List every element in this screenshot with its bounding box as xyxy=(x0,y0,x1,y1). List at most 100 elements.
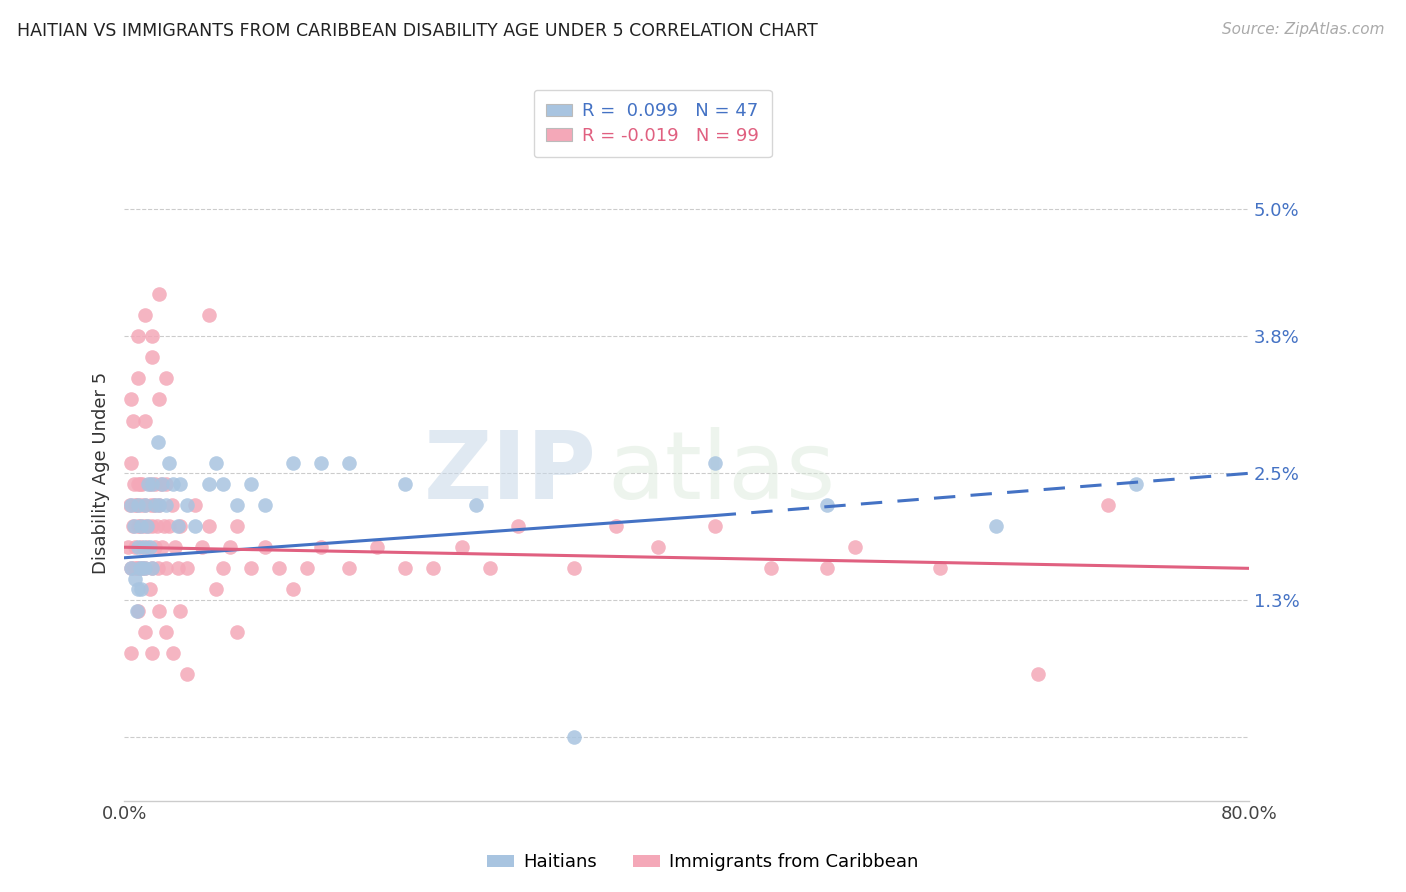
Point xyxy=(127,561,149,575)
Point xyxy=(148,498,170,512)
Point xyxy=(138,476,160,491)
Point xyxy=(155,371,177,385)
Point xyxy=(183,519,205,533)
Point xyxy=(141,350,163,364)
Point xyxy=(162,476,184,491)
Point xyxy=(131,476,153,491)
Point xyxy=(166,519,188,533)
Point xyxy=(149,476,172,491)
Point xyxy=(1097,498,1119,512)
Point xyxy=(131,561,153,575)
Point xyxy=(157,519,180,533)
Point xyxy=(155,498,177,512)
Point xyxy=(253,498,276,512)
Point xyxy=(148,392,170,407)
Point xyxy=(1125,476,1147,491)
Legend: R =  0.099   N = 47, R = -0.019   N = 99: R = 0.099 N = 47, R = -0.019 N = 99 xyxy=(534,89,772,157)
Point xyxy=(148,603,170,617)
Point xyxy=(155,624,177,639)
Point xyxy=(141,561,163,575)
Point xyxy=(815,561,838,575)
Point xyxy=(148,286,170,301)
Point xyxy=(239,561,262,575)
Point xyxy=(160,498,183,512)
Point xyxy=(225,498,247,512)
Point xyxy=(134,308,156,322)
Point xyxy=(127,582,149,597)
Point xyxy=(169,603,191,617)
Point xyxy=(127,476,149,491)
Point xyxy=(605,519,627,533)
Point xyxy=(422,561,444,575)
Point xyxy=(120,498,142,512)
Point xyxy=(844,540,866,554)
Point xyxy=(562,731,585,745)
Point xyxy=(129,519,152,533)
Point xyxy=(136,519,159,533)
Point xyxy=(120,646,142,660)
Point xyxy=(183,498,205,512)
Point xyxy=(117,540,139,554)
Point xyxy=(131,561,153,575)
Point xyxy=(166,561,188,575)
Point xyxy=(122,561,145,575)
Point xyxy=(141,519,163,533)
Point xyxy=(394,476,416,491)
Point xyxy=(146,434,169,449)
Point xyxy=(125,498,148,512)
Point xyxy=(143,540,166,554)
Point xyxy=(127,603,149,617)
Point xyxy=(211,561,233,575)
Point xyxy=(176,667,198,681)
Point xyxy=(703,456,725,470)
Point xyxy=(145,519,167,533)
Point xyxy=(143,498,166,512)
Point xyxy=(127,498,149,512)
Point xyxy=(464,498,486,512)
Point xyxy=(394,561,416,575)
Point xyxy=(128,476,150,491)
Point xyxy=(197,476,219,491)
Point xyxy=(127,329,149,343)
Point xyxy=(141,329,163,343)
Point xyxy=(267,561,290,575)
Point xyxy=(295,561,318,575)
Point xyxy=(120,392,142,407)
Point xyxy=(142,498,165,512)
Point xyxy=(204,582,226,597)
Point xyxy=(148,498,170,512)
Point xyxy=(129,582,152,597)
Point xyxy=(120,561,142,575)
Point xyxy=(562,561,585,575)
Point xyxy=(138,582,160,597)
Point xyxy=(141,646,163,660)
Point xyxy=(211,476,233,491)
Point xyxy=(120,561,142,575)
Point xyxy=(121,519,143,533)
Text: HAITIAN VS IMMIGRANTS FROM CARIBBEAN DISABILITY AGE UNDER 5 CORRELATION CHART: HAITIAN VS IMMIGRANTS FROM CARIBBEAN DIS… xyxy=(17,22,818,40)
Point xyxy=(478,561,501,575)
Point xyxy=(190,540,212,554)
Point xyxy=(150,540,173,554)
Point xyxy=(124,540,146,554)
Point xyxy=(124,572,146,586)
Point xyxy=(121,413,143,427)
Point xyxy=(135,540,157,554)
Point xyxy=(176,498,198,512)
Point xyxy=(218,540,240,554)
Point xyxy=(118,498,141,512)
Legend: Haitians, Immigrants from Caribbean: Haitians, Immigrants from Caribbean xyxy=(479,847,927,879)
Point xyxy=(225,624,247,639)
Point xyxy=(139,498,162,512)
Point xyxy=(120,456,142,470)
Point xyxy=(146,561,169,575)
Text: atlas: atlas xyxy=(607,427,837,519)
Point xyxy=(225,519,247,533)
Point xyxy=(366,540,388,554)
Point xyxy=(759,561,782,575)
Text: Source: ZipAtlas.com: Source: ZipAtlas.com xyxy=(1222,22,1385,37)
Point xyxy=(129,498,152,512)
Point xyxy=(152,519,174,533)
Point xyxy=(162,646,184,660)
Point xyxy=(337,456,360,470)
